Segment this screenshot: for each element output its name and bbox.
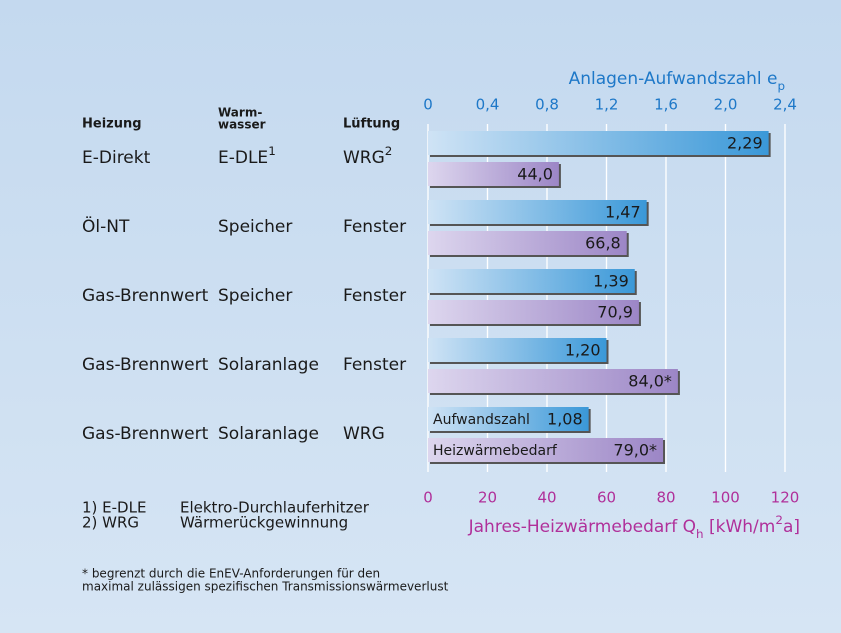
bar (428, 231, 627, 255)
note-key: 2) WRG (82, 514, 139, 532)
column-header: Heizung (82, 117, 142, 132)
row-label: Speicher (218, 217, 292, 237)
row-label: Gas-Brennwert (82, 286, 209, 306)
row-label: E-Direkt (82, 148, 151, 168)
value-label: 2,29 (727, 134, 763, 153)
tick-label: 0,4 (476, 96, 500, 114)
tick-label: 2,4 (773, 96, 797, 114)
row-text: WRG (343, 424, 385, 444)
tick-label: 0 (423, 96, 433, 114)
axis-title: Anlagen-Aufwandszahl ep (569, 69, 785, 93)
label-part: Anlagen-Aufwandszahl e (569, 69, 778, 89)
tick-label: 1,6 (654, 96, 678, 114)
note-ref: 1 (268, 144, 276, 158)
tick-label: 1,2 (595, 96, 619, 114)
label-part: h (696, 527, 704, 541)
bar (428, 407, 589, 431)
label-part: a] (783, 517, 800, 537)
axis-title: Jahres-Heizwärmebedarf Qh [kWh/m2a] (468, 513, 800, 541)
row-label: Fenster (343, 217, 406, 237)
label-part: Jahres-Heizwärmebedarf Q (468, 517, 696, 537)
tick-label: 2,0 (714, 96, 738, 114)
bar (428, 338, 607, 362)
note-key: 1) E-DLE (82, 499, 146, 517)
row-label: Fenster (343, 355, 406, 375)
row-label: WRG2 (343, 144, 392, 169)
legend-label: Aufwandszahl (433, 412, 530, 428)
value-label: 1,20 (565, 341, 601, 360)
row-label: Fenster (343, 286, 406, 306)
bar (428, 438, 664, 462)
row-text: Speicher (218, 286, 292, 306)
row-label: E-DLE1 (218, 144, 276, 169)
bar (428, 269, 635, 293)
row-label: WRG (343, 424, 385, 444)
bar (428, 300, 639, 324)
row-label: Speicher (218, 286, 292, 306)
column-header: wasser (218, 118, 266, 132)
row-text: WRG (343, 148, 385, 168)
value-label: 79,0* (613, 441, 657, 460)
note-ref: 2 (385, 144, 393, 158)
row-text: Speicher (218, 217, 292, 237)
tick-label: 100 (711, 489, 740, 507)
tick-label: 80 (656, 489, 675, 507)
tick-label: 0,8 (535, 96, 559, 114)
row-label: Solaranlage (218, 424, 319, 444)
tick-label: 40 (537, 489, 556, 507)
column-header: Lüftung (343, 117, 400, 132)
row-text: Gas-Brennwert (82, 355, 209, 375)
tick-label: 60 (597, 489, 616, 507)
row-label: Öl-NT (82, 215, 130, 237)
bar (428, 200, 647, 224)
row-text: Fenster (343, 286, 406, 306)
row-text: E-Direkt (82, 148, 151, 168)
row-text: Fenster (343, 217, 406, 237)
footnote: * begrenzt durch die EnEV-Anforderungen … (82, 567, 380, 581)
label-part: p (777, 79, 785, 93)
value-label: 44,0 (517, 165, 553, 184)
row-text: Gas-Brennwert (82, 286, 209, 306)
tick-label: 0 (423, 489, 433, 507)
value-label: 1,39 (593, 272, 629, 291)
label-part: 2 (775, 513, 783, 527)
row-text: Öl-NT (82, 215, 130, 237)
value-label: 1,47 (605, 203, 641, 222)
bar (428, 131, 769, 155)
tick-label: 120 (771, 489, 800, 507)
bar (428, 369, 678, 393)
value-label: 1,08 (547, 410, 583, 429)
note-text: Wärmerückgewinnung (180, 514, 348, 532)
note-text: Elektro-Durchlauferhitzer (180, 499, 370, 517)
value-label: 70,9 (597, 303, 633, 322)
row-label: Solaranlage (218, 355, 319, 375)
row-text: E-DLE (218, 148, 268, 168)
legend-label: Heizwärmebedarf (433, 443, 558, 459)
row-text: Fenster (343, 355, 406, 375)
value-label: 66,8 (585, 234, 621, 253)
row-text: Solaranlage (218, 355, 319, 375)
bar (428, 162, 559, 186)
footnote: maximal zulässigen spezifischen Transmis… (82, 580, 449, 594)
row-text: Gas-Brennwert (82, 424, 209, 444)
tick-label: 20 (478, 489, 497, 507)
row-label: Gas-Brennwert (82, 424, 209, 444)
row-label: Gas-Brennwert (82, 355, 209, 375)
row-text: Solaranlage (218, 424, 319, 444)
column-header: Warm- (218, 106, 262, 120)
value-label: 84,0* (628, 372, 672, 391)
label-part: [kWh/m (704, 517, 776, 537)
